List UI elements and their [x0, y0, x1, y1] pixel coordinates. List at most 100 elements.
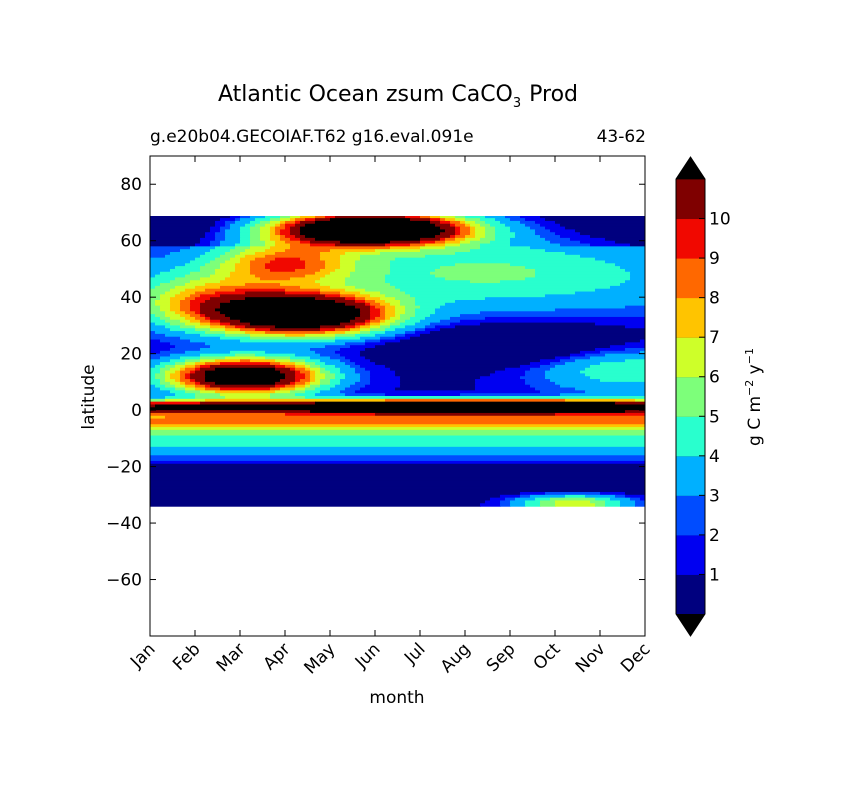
- field-cell: [185, 311, 196, 315]
- field-cell: [305, 260, 326, 264]
- field-cell: [385, 280, 471, 284]
- colorbar-tick-label: 2: [709, 526, 720, 546]
- field-cell: [310, 243, 336, 247]
- field-cell: [165, 311, 176, 315]
- field-cell: [345, 356, 366, 360]
- field-cell: [190, 302, 201, 307]
- field-cell: [605, 260, 645, 264]
- field-cell: [370, 308, 381, 312]
- field-cell: [510, 243, 561, 247]
- field-cell: [360, 254, 426, 259]
- field-cell: [215, 268, 236, 273]
- field-cell: [390, 367, 506, 372]
- field-cell: [380, 336, 396, 341]
- field-cell: [285, 412, 376, 417]
- field-cell: [185, 350, 231, 355]
- field-cell: [395, 305, 406, 310]
- field-cell: [235, 243, 251, 247]
- field-cell: [435, 311, 481, 315]
- field-cell: [325, 274, 351, 279]
- field-cell: [235, 325, 246, 329]
- field-cell: [365, 339, 381, 343]
- field-cell: [150, 268, 171, 273]
- field-cell: [295, 373, 306, 377]
- field-cell: [150, 280, 171, 284]
- field-cell: [150, 331, 156, 335]
- field-cell: [435, 235, 451, 239]
- field-cell: [360, 336, 381, 341]
- field-cell: [420, 249, 471, 253]
- field-cell: [160, 387, 176, 391]
- field-cell: [205, 379, 281, 383]
- field-cell: [370, 373, 396, 377]
- field-cell: [590, 235, 645, 239]
- field-cell: [195, 325, 211, 329]
- y-tick-label: 20: [120, 345, 142, 365]
- field-cell: [205, 370, 281, 375]
- field-cell: [320, 254, 341, 259]
- field-cell: [565, 362, 601, 366]
- field-cell: [180, 305, 191, 310]
- field-cell: [510, 226, 531, 231]
- field-cell: [455, 216, 466, 219]
- chart-title: Atlantic Ocean zsum CaCO3 Prod: [218, 82, 578, 111]
- field-cell: [635, 398, 645, 403]
- field-cell: [370, 381, 401, 386]
- field-cell: [150, 497, 491, 502]
- x-tick-label: May: [301, 639, 340, 678]
- field-cell: [200, 322, 211, 327]
- field-cell: [170, 316, 186, 321]
- field-cell: [220, 294, 326, 298]
- field-cell: [485, 216, 506, 219]
- field-cell: [305, 367, 311, 372]
- field-cell: [250, 226, 261, 231]
- field-cell: [150, 492, 521, 496]
- field-cell: [295, 223, 306, 228]
- field-cell: [285, 223, 296, 228]
- field-cell: [185, 373, 191, 377]
- field-cell: [250, 333, 286, 338]
- field-cell: [600, 362, 645, 366]
- field-cell: [210, 316, 231, 321]
- field-cell: [165, 376, 171, 380]
- field-cell: [200, 390, 216, 394]
- field-cell: [160, 283, 186, 287]
- field-cell: [280, 362, 296, 366]
- field-cell: [390, 268, 436, 273]
- field-cell: [360, 376, 371, 380]
- field-cell: [180, 356, 201, 360]
- field-cell: [320, 268, 336, 273]
- field-cell: [230, 257, 241, 262]
- field-cell: [185, 367, 196, 372]
- field-cell: [220, 218, 236, 222]
- field-cell: [305, 396, 645, 400]
- field-cell: [260, 277, 291, 281]
- field-cell: [195, 379, 206, 383]
- field-cell: [175, 379, 181, 383]
- field-cell: [165, 396, 196, 400]
- field-cell: [480, 246, 531, 250]
- field-cell: [535, 271, 631, 276]
- colorbar-segment: [676, 534, 705, 575]
- field-cell: [540, 390, 586, 394]
- field-cell: [535, 387, 576, 391]
- y-axis: 80 60 40 20 0 −20 −40 −60: [106, 175, 645, 591]
- field-cell: [410, 316, 426, 321]
- field-cell: [155, 322, 171, 327]
- field-cell: [440, 232, 456, 236]
- field-cell: [520, 494, 531, 499]
- field-cell: [330, 356, 346, 360]
- field-cell: [225, 331, 246, 335]
- field-cell: [265, 240, 276, 245]
- field-cell: [290, 381, 296, 386]
- field-cell: [170, 359, 186, 363]
- field-cell: [225, 328, 241, 332]
- field-cell: [210, 364, 276, 369]
- field-cell: [640, 339, 645, 343]
- field-cell: [325, 260, 341, 264]
- field-cell: [210, 325, 226, 329]
- field-cell: [370, 294, 386, 298]
- field-cell: [215, 220, 226, 225]
- field-cell: [365, 300, 376, 304]
- field-cell: [150, 421, 645, 425]
